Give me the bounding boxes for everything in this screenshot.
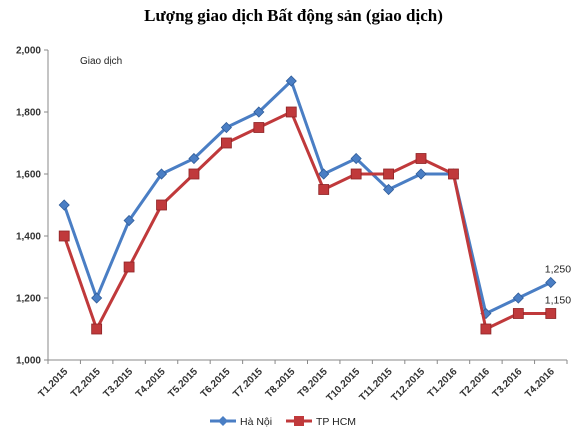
data-point <box>318 184 330 195</box>
data-point <box>512 292 524 304</box>
data-point <box>58 230 70 242</box>
y-tick-label: 1,400 <box>16 232 41 243</box>
data-point <box>253 106 265 118</box>
x-tick-label: T10.2015 <box>325 366 363 404</box>
x-tick-label: T2.2016 <box>458 366 492 400</box>
x-tick-label: T4.2015 <box>134 366 168 400</box>
y-tick-label: 1,000 <box>16 356 41 367</box>
chart-title: Lượng giao dịch Bất động sản (giao dịch) <box>144 6 443 25</box>
x-tick-label: T12.2015 <box>389 366 427 404</box>
y-tick-labels: 1,000 1,200 1,400 1,600 1,800 2,000 <box>16 46 48 367</box>
data-point <box>383 168 394 180</box>
x-tick-label: T3.2016 <box>491 366 525 400</box>
series-1: 1,250 <box>58 75 571 320</box>
data-point <box>188 152 200 165</box>
data-point <box>545 308 557 319</box>
x-tick-label: T6.2015 <box>199 366 233 400</box>
x-tick-labels: T1.2015T2.2015T3.2015T4.2015T5.2015T6.20… <box>37 360 568 404</box>
data-point <box>350 152 362 165</box>
data-point <box>285 75 297 87</box>
legend-swatch-marker <box>218 416 228 426</box>
data-point <box>350 168 362 180</box>
y-axis-annotation: Giao dịch <box>80 56 122 67</box>
legend: Hà Nội TP HCM <box>210 416 356 428</box>
legend-swatch-marker <box>294 416 304 426</box>
data-point <box>415 153 427 164</box>
x-tick-label: T8.2015 <box>264 366 298 400</box>
data-point <box>285 106 297 118</box>
data-point <box>123 261 135 273</box>
data-point <box>123 214 135 227</box>
data-point <box>480 323 492 335</box>
x-tick-label: T2.2015 <box>69 366 103 400</box>
data-point <box>188 168 200 180</box>
series-layer: 1,250 1,150 <box>58 75 571 335</box>
data-label: 1,150 <box>545 295 571 307</box>
x-tick-label: T1.2016 <box>426 366 460 400</box>
data-point <box>512 308 524 319</box>
data-point <box>91 323 103 335</box>
x-tick-label: T1.2015 <box>37 366 71 400</box>
series-line <box>62 79 552 315</box>
data-point <box>156 199 167 211</box>
x-tick-label: T11.2015 <box>357 366 395 404</box>
data-point <box>155 168 168 180</box>
data-label: 1,250 <box>545 264 571 276</box>
y-tick-label: 1,200 <box>16 294 41 305</box>
x-tick-label: T7.2015 <box>231 366 265 400</box>
y-tick-label: 1,600 <box>16 170 41 181</box>
x-tick-label: T5.2015 <box>166 366 200 400</box>
data-point <box>415 168 427 180</box>
y-tick-label: 1,800 <box>16 108 41 119</box>
data-point <box>545 276 557 289</box>
x-tick-label: T4.2016 <box>523 366 557 400</box>
series-2: 1,150 <box>58 106 571 335</box>
data-point <box>221 137 232 149</box>
y-tick-label: 2,000 <box>16 46 41 57</box>
legend-label: Hà Nội <box>240 416 272 428</box>
series-line <box>62 110 551 331</box>
data-point <box>318 168 330 180</box>
x-tick-label: T3.2015 <box>101 366 135 400</box>
data-point <box>220 121 232 134</box>
data-point <box>253 122 265 133</box>
data-point <box>383 183 395 196</box>
legend-label: TP HCM <box>316 416 356 428</box>
data-point <box>448 168 459 180</box>
data-point <box>91 292 103 304</box>
data-point <box>58 199 70 211</box>
